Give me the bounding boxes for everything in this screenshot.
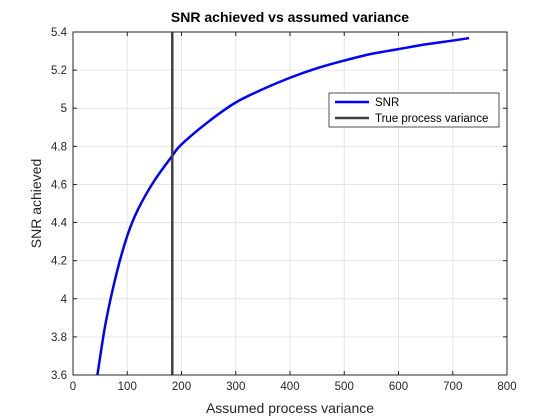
legend: SNR True process variance — [328, 92, 500, 128]
y-tick-label: 3.8 — [51, 332, 67, 344]
series-line-snr — [96, 36, 470, 376]
x-tick-label: 500 — [335, 381, 354, 393]
grid-layer — [73, 32, 507, 375]
legend-label-snr: SNR — [375, 97, 399, 109]
y-tick-label: 4.8 — [51, 141, 67, 153]
tick-layer: 0 100 200 300 400 500 600 700 800 3.6 3.8 4 4.2 4.4 4.… — [51, 27, 517, 393]
legend-label-true-variance: True process variance — [375, 113, 488, 125]
y-tick-label: 4 — [61, 294, 68, 306]
x-tick-label: 0 — [70, 381, 76, 393]
y-tick-label: 4.4 — [51, 218, 68, 230]
x-tick-label: 700 — [443, 381, 462, 393]
y-tick-label: 5 — [61, 103, 67, 115]
x-tick-label: 100 — [118, 381, 137, 393]
y-axis-title: SNR achieved — [28, 159, 44, 249]
x-tick-label: 600 — [389, 381, 408, 393]
series-layer — [96, 32, 470, 376]
legend-box — [328, 92, 500, 128]
x-tick-label: 200 — [172, 381, 191, 393]
x-tick-label: 400 — [280, 381, 299, 393]
y-tick-label: 3.6 — [51, 370, 67, 382]
chart-title: SNR achieved vs assumed variance — [171, 9, 409, 25]
x-tick-label: 800 — [497, 381, 516, 393]
y-tick-label: 5.2 — [51, 65, 67, 77]
x-axis-title: Assumed process variance — [206, 400, 374, 416]
y-tick-label: 5.4 — [51, 27, 68, 39]
y-tick-label: 4.2 — [51, 256, 67, 268]
x-tick-label: 300 — [226, 381, 245, 393]
y-tick-label: 4.6 — [51, 179, 67, 191]
